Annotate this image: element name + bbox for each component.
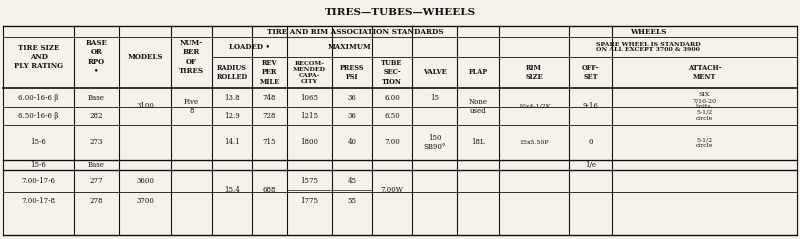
Text: 0: 0 <box>588 138 593 147</box>
Text: Five
8: Five 8 <box>184 98 199 115</box>
Text: VALVE: VALVE <box>422 69 446 76</box>
Text: 273: 273 <box>90 138 103 147</box>
Text: 15.4: 15.4 <box>224 186 240 194</box>
Text: None
used: None used <box>469 98 487 115</box>
Text: 3700: 3700 <box>136 197 154 205</box>
Text: 277: 277 <box>90 177 103 185</box>
Text: 18L: 18L <box>471 138 485 147</box>
Text: PRESS
PSI: PRESS PSI <box>340 64 364 81</box>
Text: 1215: 1215 <box>301 112 318 120</box>
Text: 5-1/2
circle: 5-1/2 circle <box>696 137 713 148</box>
Text: 40: 40 <box>347 138 357 147</box>
Text: 1775: 1775 <box>301 197 318 205</box>
Text: TUBE
SEC-
TION: TUBE SEC- TION <box>382 59 402 86</box>
Text: TIRE SIZE
AND
PLY RATING: TIRE SIZE AND PLY RATING <box>14 44 63 70</box>
Text: 7.00: 7.00 <box>384 138 400 147</box>
Text: 688: 688 <box>262 186 276 194</box>
Text: MAXIMUM: MAXIMUM <box>328 43 371 51</box>
Text: 9-16: 9-16 <box>582 103 598 110</box>
Text: 150
SB90°: 150 SB90° <box>423 134 446 151</box>
Text: SIX
7/16-20
bolts,
5-1/2
circle: SIX 7/16-20 bolts, 5-1/2 circle <box>693 92 717 121</box>
Text: FLAP: FLAP <box>468 69 488 76</box>
Text: 282: 282 <box>90 112 103 120</box>
Text: 1065: 1065 <box>301 93 318 102</box>
Text: Base: Base <box>88 93 105 102</box>
Text: MODELS: MODELS <box>127 53 162 61</box>
Text: 6.50-16-6 β: 6.50-16-6 β <box>18 112 58 120</box>
Text: 7.00-17-6: 7.00-17-6 <box>22 177 55 185</box>
Text: LOADED •: LOADED • <box>229 43 270 51</box>
Text: 36: 36 <box>347 93 357 102</box>
Text: 14.1: 14.1 <box>224 138 240 147</box>
Text: SPARE WHEEL IS STANDARD
ON ALL EXCEPT 3700 & 3900: SPARE WHEEL IS STANDARD ON ALL EXCEPT 37… <box>596 42 700 52</box>
Text: NUM-
BER
OF
TIRES: NUM- BER OF TIRES <box>179 39 204 75</box>
Text: OFF-
SET: OFF- SET <box>582 64 599 81</box>
Text: 6.00: 6.00 <box>384 93 400 102</box>
Text: BASE
OR
RPO
•: BASE OR RPO • <box>86 39 107 75</box>
Text: 15x5.50P: 15x5.50P <box>519 140 549 145</box>
Text: 728: 728 <box>262 112 276 120</box>
Text: 3600: 3600 <box>136 177 154 185</box>
Text: 45: 45 <box>347 177 357 185</box>
Text: 7.00W: 7.00W <box>381 186 403 194</box>
Text: RIM
SIZE: RIM SIZE <box>525 64 543 81</box>
Text: 36: 36 <box>347 112 357 120</box>
Text: ATTACH-
MENT: ATTACH- MENT <box>688 64 722 81</box>
Text: 278: 278 <box>90 197 103 205</box>
Text: 7.00-17-8: 7.00-17-8 <box>22 197 55 205</box>
Text: 16x4-1/2K: 16x4-1/2K <box>518 104 550 109</box>
Text: 15: 15 <box>430 93 439 102</box>
Text: 1800: 1800 <box>301 138 318 147</box>
Text: 3100: 3100 <box>136 103 154 110</box>
Text: 15-6: 15-6 <box>30 138 46 147</box>
Text: REV
PER
MILE: REV PER MILE <box>259 59 279 86</box>
Text: 1575: 1575 <box>301 177 318 185</box>
Text: 13.8: 13.8 <box>224 93 240 102</box>
Text: RADIUS
ROLLED: RADIUS ROLLED <box>217 64 247 81</box>
Text: Base: Base <box>88 161 105 169</box>
Text: 715: 715 <box>262 138 276 147</box>
Text: 12.9: 12.9 <box>224 112 240 120</box>
Text: 6.50: 6.50 <box>384 112 400 120</box>
Text: TIRES—TUBES—WHEELS: TIRES—TUBES—WHEELS <box>325 7 475 16</box>
Text: 6.00-16-6 β: 6.00-16-6 β <box>18 93 58 102</box>
Text: 15-6: 15-6 <box>30 161 46 169</box>
Text: RECOM-
MENDED
CAPA-
CITY: RECOM- MENDED CAPA- CITY <box>293 61 326 84</box>
Text: WHEELS: WHEELS <box>630 27 666 36</box>
Text: TIRE AND RIM ASSOCIATION STANDARDS: TIRE AND RIM ASSOCIATION STANDARDS <box>267 27 444 36</box>
Text: 55: 55 <box>347 197 357 205</box>
Text: 1/e: 1/e <box>585 161 596 169</box>
Text: 748: 748 <box>262 93 276 102</box>
